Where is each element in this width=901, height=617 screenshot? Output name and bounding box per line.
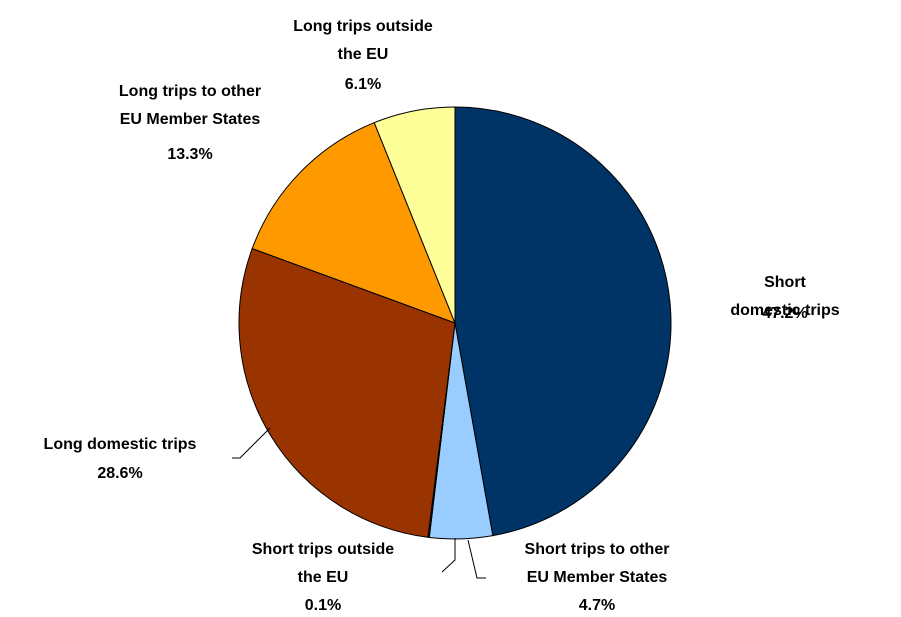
- slice: [238, 247, 456, 538]
- slices: [238, 106, 672, 540]
- leader-line: [232, 427, 271, 459]
- slice-label: Short trips outside the EU: [251, 541, 395, 586]
- slice-label: Long trips to other EU Member States: [118, 83, 262, 128]
- slice-label: Short domestic trips: [730, 274, 840, 319]
- leader-line: [441, 538, 456, 573]
- slice: [251, 122, 456, 324]
- slice-label: Long domestic trips: [43, 436, 197, 453]
- slice-label: Long trips outside the EU: [293, 18, 433, 63]
- slice: [454, 106, 672, 537]
- slice-label: Short trips to other EU Member States: [524, 541, 670, 586]
- slice-value: 0.1%: [304, 597, 342, 614]
- leader-line: [467, 539, 486, 579]
- slice-value: 28.6%: [97, 465, 143, 482]
- slice-value: 13.3%: [167, 146, 213, 163]
- slice: [373, 106, 456, 324]
- slice-value: 6.1%: [344, 76, 382, 93]
- slice-value: 4.7%: [578, 597, 616, 614]
- slice-value: 47.2%: [762, 305, 808, 322]
